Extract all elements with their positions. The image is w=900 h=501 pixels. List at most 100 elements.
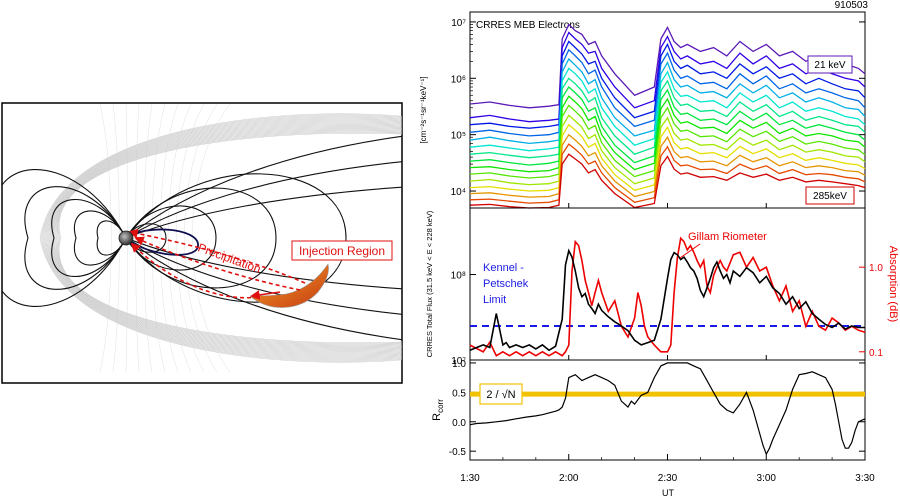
precipitation-path-upper <box>128 228 306 284</box>
mesh-line <box>192 103 231 373</box>
magnetopause-mesh <box>39 103 402 373</box>
mesh-line <box>55 128 402 348</box>
panel1-ylabel: [cm⁻²s⁻¹sr⁻¹keV⁻¹] <box>419 76 428 143</box>
mesh-line <box>176 103 205 373</box>
x-tick-label: 3:00 <box>757 473 777 484</box>
panel3-ytick-label: 1.0 <box>452 359 466 370</box>
field-line-dayside <box>51 198 127 278</box>
mesh-line <box>56 129 402 347</box>
crres-total-flux-line <box>469 248 865 352</box>
mesh-line <box>46 120 402 356</box>
threshold-label-box <box>479 383 523 405</box>
earth-icon <box>118 230 134 246</box>
flux-series-line <box>469 143 866 204</box>
mesh-line <box>50 123 402 353</box>
panel2-ytick-left-label: 10⁸ <box>451 271 466 282</box>
panel2-ylabel-right: Absorption (dB) <box>887 246 899 322</box>
panel1-title: CRRES MEB Electrons <box>476 20 580 31</box>
panel1-ytick-label: 10⁷ <box>451 18 466 29</box>
field-line-dayside <box>96 220 127 256</box>
correlation-line <box>469 362 866 456</box>
panel2-series <box>469 236 866 357</box>
mesh-line <box>57 131 402 345</box>
field-line-nightside <box>125 187 277 289</box>
precipitation-path-lower <box>130 242 259 299</box>
label-285kev-box <box>805 186 855 205</box>
mesh-line <box>48 122 402 354</box>
mesh-line <box>151 103 166 373</box>
panel2-ylabel-left: CRRES Total Flux (31.5 keV < E < 228 keV… <box>425 210 434 357</box>
field-line-dayside <box>73 210 127 266</box>
mesh-line <box>58 133 402 343</box>
field-line-tail <box>125 135 402 239</box>
panel1-series <box>469 23 866 209</box>
kennel-petschek-line3: Limit <box>483 294 506 306</box>
correlation-panel: Rcorr -0.50.00.51.01:30 2:00 2:30 3:00 3:30 … <box>431 203 875 498</box>
x-tick-label: 1:30 <box>460 473 480 484</box>
mesh-line <box>58 132 402 344</box>
panel2-ytick-left-label: 10⁷ <box>451 356 466 367</box>
panel3-ytick-label: -0.5 <box>449 447 467 458</box>
mesh-line <box>159 103 179 373</box>
field-line-highlight <box>125 228 199 256</box>
panel3-ylabel-main: R <box>431 413 443 421</box>
mesh-line <box>47 121 402 355</box>
mesh-line <box>41 115 402 361</box>
panel3-ylabel-sub: corr <box>436 399 445 413</box>
mesh-line <box>45 119 402 357</box>
panel1-ytick-label: 10⁴ <box>451 187 466 198</box>
field-line-tail <box>125 237 402 290</box>
panel3-ylabel: Rcorr <box>431 399 445 421</box>
panel1-ytick-label: 10⁵ <box>451 131 466 142</box>
mesh-line <box>184 103 218 373</box>
panel3-series <box>469 362 866 456</box>
drift-arrow <box>250 290 281 300</box>
panel1-y-ticks: 10⁴ 10⁵ 10⁶ 10⁷ <box>451 18 865 198</box>
label-21kev-box <box>807 55 853 74</box>
panel3-frame <box>469 359 866 461</box>
mesh-line <box>49 123 402 353</box>
panel2-ytick-right-label: 0.1 <box>869 348 883 359</box>
flux-series-line <box>469 153 866 209</box>
field-line-nightside <box>125 173 347 303</box>
x-tick-label: 2:00 <box>559 473 579 484</box>
x-tick-label: 3:30 <box>855 473 875 484</box>
kennel-petschek-line1: Kennel - <box>483 262 524 274</box>
field-line-tail <box>125 237 402 341</box>
mesh-line <box>52 125 402 351</box>
mesh-line <box>168 103 192 373</box>
injection-region-label: Injection Region <box>299 244 385 258</box>
electron-flux-panel: CRRES MEB Electrons [cm⁻²s⁻¹sr⁻¹keV⁻¹] 1… <box>419 11 866 209</box>
mesh-line <box>42 116 402 360</box>
kennel-petschek-label: Kennel - Petschek Limit <box>483 262 531 306</box>
mesh-line <box>51 124 402 352</box>
panel3-ytick-label: 0.5 <box>452 388 466 399</box>
field-line-dayside <box>2 169 127 307</box>
gillam-riometer-label: Gillam Riometer <box>688 231 767 243</box>
mesh-line <box>43 117 402 359</box>
panel2-ytick-right-label: 1.0 <box>869 263 883 274</box>
panel1-ytick-label: 10⁶ <box>451 74 466 85</box>
mesh-line <box>44 118 402 358</box>
field-line-tail <box>125 161 402 239</box>
magnetosphere-diagram: Injection Region Precipitation <box>1 102 403 384</box>
field-line-dayside <box>24 186 127 290</box>
mesh-line <box>54 127 402 349</box>
mesh-line <box>39 113 402 363</box>
threshold-label: 2 / √N <box>486 389 515 401</box>
field-line-tail <box>125 186 402 239</box>
panel3-ytick-label: 0.0 <box>452 418 466 429</box>
kennel-petschek-line2: Petschek <box>483 278 529 290</box>
label-285kev: 285keV <box>813 191 847 202</box>
x-tick-label: 2:30 <box>658 473 678 484</box>
riometer-pointer <box>679 243 701 259</box>
field-lines <box>2 135 402 341</box>
panel3-ticks: -0.5 0.0 0.5 1.0 1:30 2:00 2:30 3:00 3:30 <box>449 203 875 484</box>
label-21kev: 21 keV <box>814 60 845 71</box>
riometer-series-line <box>469 236 866 357</box>
mesh-line <box>56 130 402 346</box>
figure-id: 910503 <box>835 0 869 11</box>
x-axis-label: UT <box>662 488 674 498</box>
mesh-line <box>40 114 402 362</box>
